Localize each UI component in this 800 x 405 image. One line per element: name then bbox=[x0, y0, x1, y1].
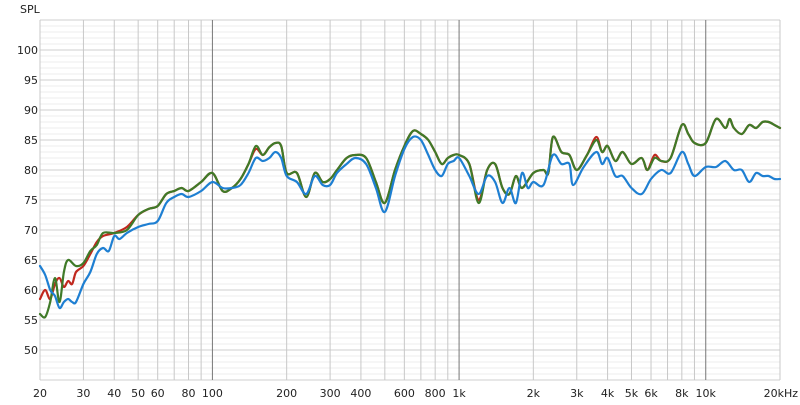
series-lines bbox=[38, 117, 782, 319]
y-tick-label: 70 bbox=[24, 224, 38, 237]
x-tick-label: 100 bbox=[202, 387, 223, 400]
y-tick-label: 90 bbox=[24, 104, 38, 117]
y-tick-label: 80 bbox=[24, 164, 38, 177]
x-tick-labels: 20 30 40 50 60 80 100 200 300 400 600 800 1k 2k 3k 4k 5k… bbox=[33, 387, 798, 400]
x-tick-label: 5k bbox=[625, 387, 639, 400]
x-tick-label: 30 bbox=[76, 387, 90, 400]
y-tick-label: 50 bbox=[24, 344, 38, 357]
series-line-3 bbox=[38, 135, 782, 310]
y-tick-label: 100 bbox=[17, 44, 38, 57]
x-tick-label: 800 bbox=[425, 387, 446, 400]
x-tick-label: 3k bbox=[570, 387, 584, 400]
x-tick-label: 400 bbox=[350, 387, 371, 400]
x-tick-label: 20 bbox=[33, 387, 47, 400]
x-tick-label: 300 bbox=[320, 387, 341, 400]
y-tick-label: 60 bbox=[24, 284, 38, 297]
x-tick-label: 200 bbox=[276, 387, 297, 400]
x-tick-label: 10k bbox=[696, 387, 717, 400]
x-tick-label: 80 bbox=[182, 387, 196, 400]
x-tick-label: 8k bbox=[675, 387, 689, 400]
y-tick-label: 95 bbox=[24, 74, 38, 87]
x-tick-label: 60 bbox=[151, 387, 165, 400]
x-tick-label: 600 bbox=[394, 387, 415, 400]
x-tick-label: 40 bbox=[107, 387, 121, 400]
x-tick-label: 6k bbox=[644, 387, 658, 400]
y-tick-label: 65 bbox=[24, 254, 38, 267]
x-tick-label: 1k bbox=[452, 387, 466, 400]
y-tick-label: 75 bbox=[24, 194, 38, 207]
grid-lines bbox=[39, 19, 781, 381]
series-line-2 bbox=[38, 117, 782, 319]
y-axis-title: SPL bbox=[20, 3, 41, 16]
x-tick-label: 4k bbox=[601, 387, 615, 400]
x-tick-label: 2k bbox=[527, 387, 541, 400]
y-tick-label: 55 bbox=[24, 314, 38, 327]
y-tick-label: 85 bbox=[24, 134, 38, 147]
x-tick-label: 50 bbox=[131, 387, 145, 400]
x-tick-label: 20kHz bbox=[764, 387, 799, 400]
y-tick-labels: 50 55 60 65 70 75 80 85 90 95 100 bbox=[17, 44, 38, 357]
